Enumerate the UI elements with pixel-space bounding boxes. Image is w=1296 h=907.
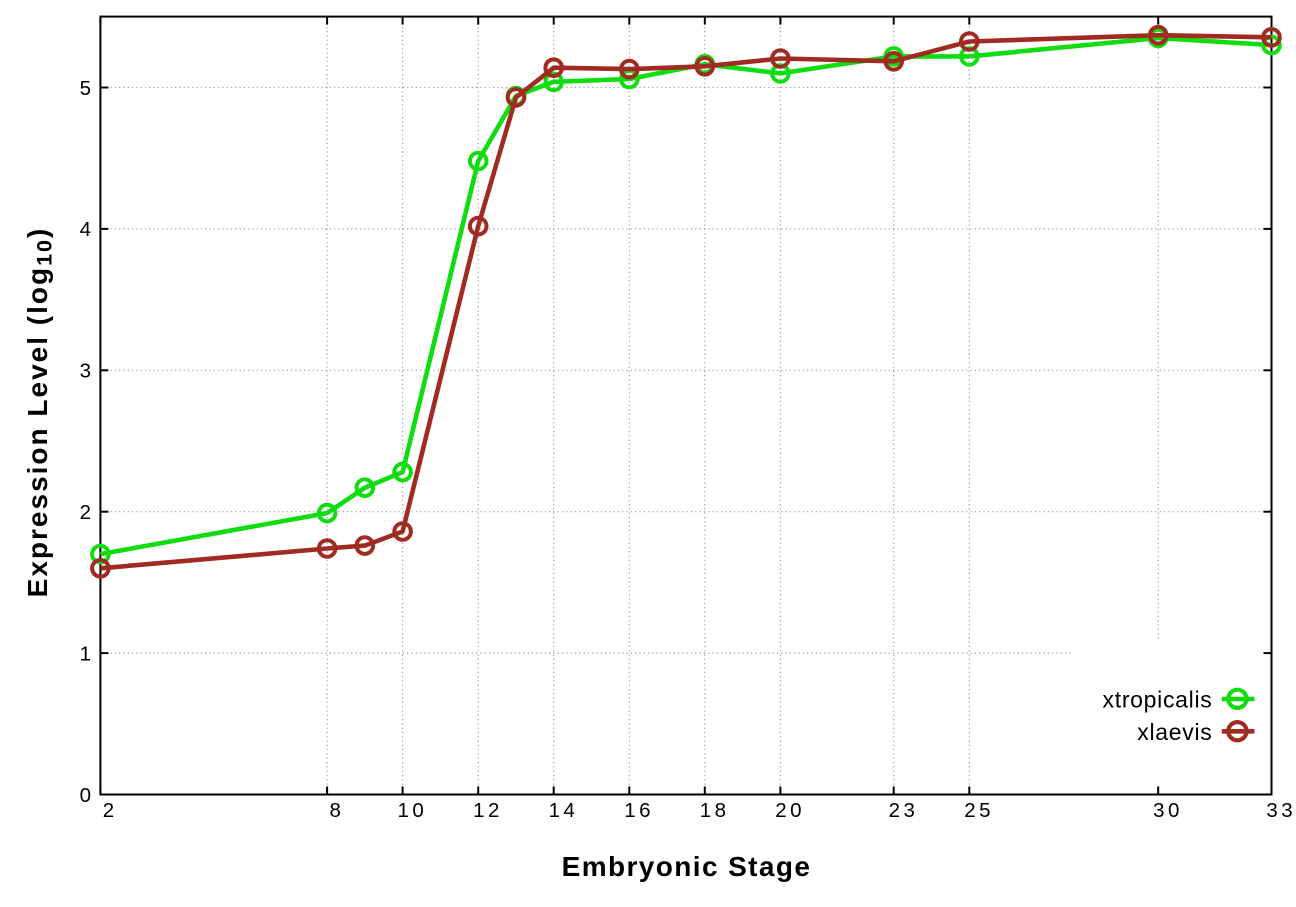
svg-text:4: 4 <box>80 218 91 241</box>
svg-text:23: 23 <box>889 799 919 822</box>
svg-text:2: 2 <box>80 501 91 524</box>
svg-text:Embryonic Stage: Embryonic Stage <box>562 851 812 882</box>
svg-text:20: 20 <box>775 799 805 822</box>
svg-text:8: 8 <box>329 799 344 822</box>
svg-text:0: 0 <box>80 784 91 807</box>
svg-text:16: 16 <box>624 799 654 822</box>
svg-text:18: 18 <box>700 799 730 822</box>
svg-text:12: 12 <box>473 799 503 822</box>
svg-text:33: 33 <box>1266 799 1296 822</box>
svg-text:2: 2 <box>103 799 118 822</box>
svg-text:Expression Level (log10): Expression Level (log10) <box>22 227 57 598</box>
svg-text:25: 25 <box>964 799 994 822</box>
svg-text:3: 3 <box>80 360 91 383</box>
svg-text:xlaevis: xlaevis <box>1137 719 1212 745</box>
svg-text:14: 14 <box>549 799 579 822</box>
svg-text:xtropicalis: xtropicalis <box>1103 687 1213 713</box>
svg-text:1: 1 <box>80 642 91 665</box>
svg-text:30: 30 <box>1153 799 1183 822</box>
svg-text:5: 5 <box>80 77 91 100</box>
svg-text:10: 10 <box>397 799 427 822</box>
